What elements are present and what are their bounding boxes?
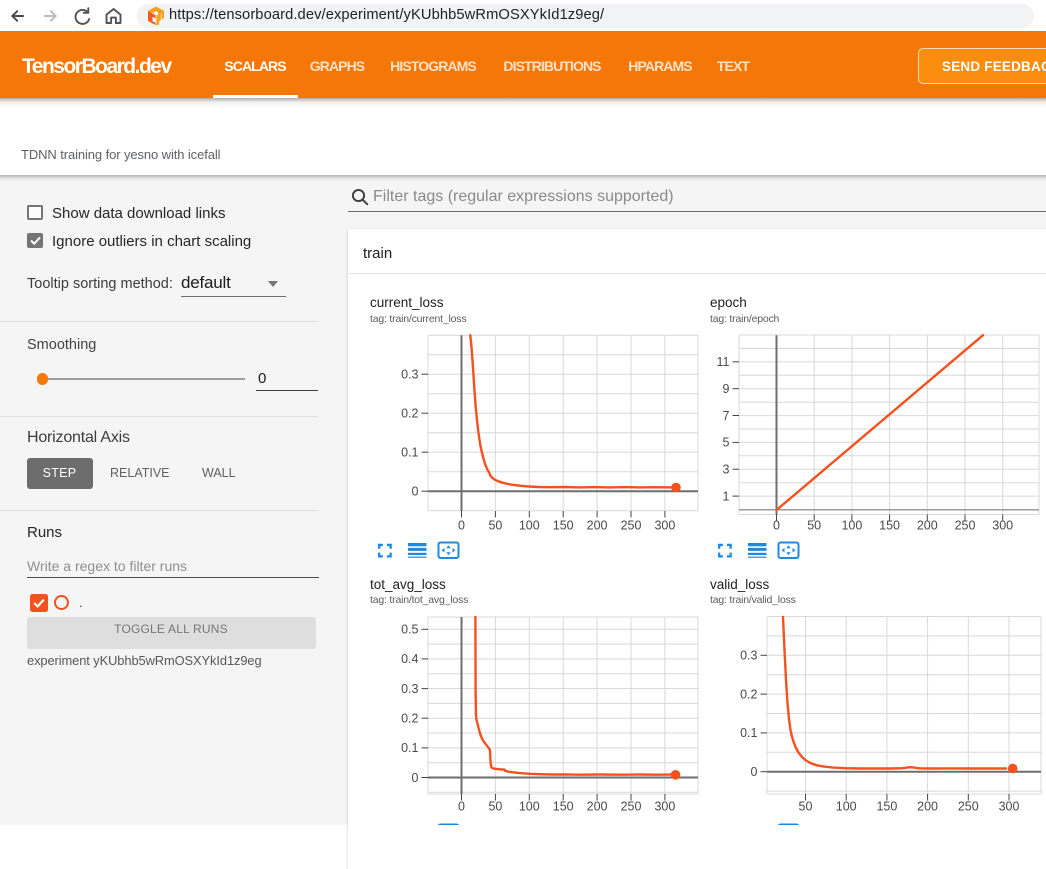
svg-text:300: 300 bbox=[654, 519, 675, 533]
svg-text:0.3: 0.3 bbox=[401, 368, 418, 382]
svg-text:0: 0 bbox=[773, 519, 780, 533]
svg-text:0: 0 bbox=[458, 800, 465, 814]
svg-text:200: 200 bbox=[587, 800, 608, 814]
svg-text:150: 150 bbox=[553, 519, 574, 533]
svg-text:150: 150 bbox=[553, 800, 574, 814]
svg-text:250: 250 bbox=[621, 519, 642, 533]
svg-text:0.5: 0.5 bbox=[401, 623, 418, 637]
svg-text:0.1: 0.1 bbox=[401, 741, 418, 755]
svg-text:250: 250 bbox=[621, 800, 642, 814]
svg-text:9: 9 bbox=[723, 382, 730, 396]
svg-text:250: 250 bbox=[958, 800, 979, 814]
svg-text:50: 50 bbox=[799, 800, 813, 814]
svg-text:200: 200 bbox=[917, 800, 938, 814]
svg-text:250: 250 bbox=[955, 519, 976, 533]
svg-text:0: 0 bbox=[412, 485, 419, 499]
svg-text:0: 0 bbox=[458, 519, 465, 533]
svg-text:0: 0 bbox=[751, 765, 758, 779]
svg-text:100: 100 bbox=[519, 519, 540, 533]
svg-text:0.2: 0.2 bbox=[401, 407, 418, 421]
svg-text:100: 100 bbox=[836, 800, 857, 814]
svg-text:300: 300 bbox=[999, 800, 1020, 814]
svg-text:0.4: 0.4 bbox=[401, 652, 418, 666]
svg-text:0.3: 0.3 bbox=[740, 649, 757, 663]
svg-text:3: 3 bbox=[723, 463, 730, 477]
svg-text:200: 200 bbox=[587, 519, 608, 533]
svg-text:50: 50 bbox=[807, 519, 821, 533]
svg-text:150: 150 bbox=[876, 800, 897, 814]
svg-text:1: 1 bbox=[723, 489, 730, 503]
svg-text:150: 150 bbox=[879, 519, 900, 533]
svg-text:0.1: 0.1 bbox=[740, 726, 757, 740]
svg-text:0.2: 0.2 bbox=[740, 687, 757, 701]
svg-text:11: 11 bbox=[717, 355, 730, 369]
svg-text:50: 50 bbox=[488, 519, 502, 533]
svg-text:7: 7 bbox=[723, 409, 730, 423]
svg-text:100: 100 bbox=[841, 519, 862, 533]
svg-text:200: 200 bbox=[917, 519, 938, 533]
svg-text:300: 300 bbox=[654, 800, 675, 814]
svg-text:300: 300 bbox=[992, 519, 1013, 533]
svg-text:0.2: 0.2 bbox=[401, 712, 418, 726]
svg-text:5: 5 bbox=[723, 436, 730, 450]
svg-text:0.1: 0.1 bbox=[401, 446, 418, 460]
svg-text:0.3: 0.3 bbox=[401, 682, 418, 696]
svg-text:50: 50 bbox=[488, 800, 502, 814]
svg-text:0: 0 bbox=[412, 771, 419, 785]
svg-text:100: 100 bbox=[519, 800, 540, 814]
